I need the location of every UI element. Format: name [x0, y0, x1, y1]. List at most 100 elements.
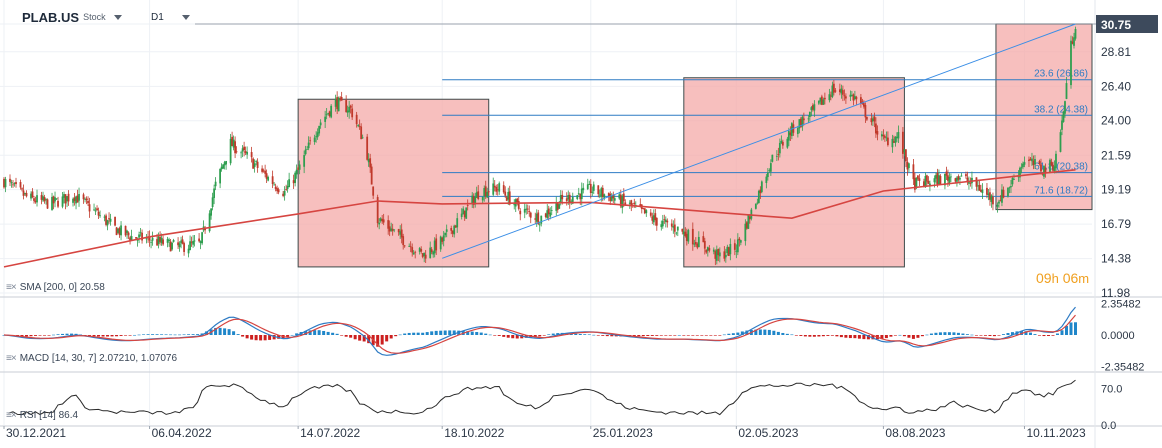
- chevron-down-icon[interactable]: [181, 14, 190, 20]
- candle-body: [304, 149, 307, 155]
- candle-body: [156, 239, 158, 246]
- macd-histogram-bar: [92, 335, 96, 337]
- candle-body: [432, 251, 435, 255]
- candle-body: [902, 131, 904, 154]
- candle-body: [622, 193, 625, 202]
- candle-body: [1050, 161, 1053, 166]
- macd-histogram-bar: [1037, 335, 1041, 336]
- candle-body: [957, 176, 960, 180]
- macd-histogram-bar: [344, 335, 348, 337]
- candle-body: [358, 125, 361, 127]
- x-tick-label: 30.12.2021: [6, 426, 66, 440]
- candle-body: [139, 232, 142, 234]
- candle-body: [138, 234, 140, 238]
- candle-body: [766, 172, 769, 178]
- macd-histogram-bar: [740, 331, 744, 335]
- macd-histogram-bar: [592, 334, 596, 336]
- candle-body: [1062, 111, 1065, 122]
- candle-body: [796, 128, 799, 134]
- candle-body: [807, 118, 810, 120]
- candle-body: [64, 194, 67, 204]
- menu-lines-icon[interactable]: ≡×: [6, 410, 17, 421]
- macd-histogram-bar: [848, 335, 852, 339]
- candle-body: [10, 182, 13, 184]
- candle-body: [718, 252, 721, 257]
- candle-body: [744, 223, 747, 242]
- macd-histogram-bar: [943, 332, 947, 335]
- macd-label: MACD [14, 30, 7]: [19, 353, 97, 364]
- candle-body: [97, 211, 100, 216]
- candle-body: [277, 189, 280, 193]
- macd-histogram-bar: [25, 335, 29, 337]
- candle-body: [30, 193, 32, 199]
- candle-body: [829, 95, 832, 97]
- candle-body: [790, 123, 793, 137]
- candle-body: [980, 189, 982, 192]
- timer-m-unit: m: [1078, 271, 1090, 286]
- candle-body: [1040, 164, 1042, 172]
- candle-body: [917, 175, 919, 179]
- price-tick-label: 21.59: [1101, 148, 1131, 162]
- macd-histogram-bar: [911, 335, 915, 339]
- candle-body: [1007, 187, 1009, 197]
- macd-histogram-bar: [502, 335, 506, 337]
- macd-histogram-bar: [767, 329, 771, 335]
- candle-body: [565, 198, 568, 202]
- candle-body: [93, 209, 95, 211]
- candle-body: [484, 186, 487, 197]
- macd-histogram-bar: [277, 335, 281, 339]
- candle-body: [120, 225, 122, 236]
- candle-body: [841, 90, 844, 95]
- macd-legend[interactable]: ≡× MACD [14, 30, 7] 2.07210, 1.07076: [6, 353, 177, 364]
- macd-histogram-bar: [1006, 333, 1010, 335]
- menu-lines-icon[interactable]: ≡×: [6, 282, 17, 293]
- candle-body: [1064, 101, 1066, 114]
- candle-body: [420, 249, 423, 252]
- candle-body: [21, 188, 23, 190]
- candle-body: [519, 210, 522, 215]
- candle-body: [94, 210, 97, 212]
- candle-body: [966, 177, 969, 183]
- candle-body: [84, 198, 86, 200]
- candle-body: [735, 250, 738, 252]
- macd-histogram-bar: [358, 335, 362, 341]
- symbol-selector[interactable]: PLAB.US Stock: [22, 7, 122, 27]
- candle-body: [1071, 41, 1074, 44]
- macd-histogram-bar: [97, 335, 101, 337]
- macd-histogram-bar: [160, 334, 164, 335]
- candle-body: [954, 178, 957, 182]
- macd-histogram-bar: [542, 335, 546, 336]
- macd-histogram-bar: [434, 330, 438, 335]
- macd-histogram-bar: [439, 330, 443, 335]
- macd-histogram-bar: [956, 332, 960, 335]
- macd-histogram-bar: [889, 335, 893, 337]
- fib-level-label: 71.6 (18.72): [1034, 185, 1088, 196]
- macd-histogram-bar: [313, 330, 317, 335]
- macd-histogram-bar: [110, 335, 114, 337]
- candle-body: [187, 248, 190, 254]
- sma-value: 20.58: [79, 282, 105, 293]
- macd-histogram-bar: [709, 335, 713, 336]
- chevron-down-icon[interactable]: [113, 14, 122, 20]
- candle-body: [378, 222, 381, 225]
- x-tick-label: 10.11.2023: [1026, 426, 1085, 440]
- macd-values: 2.07210, 1.07076: [99, 353, 178, 364]
- candle-body: [832, 83, 835, 93]
- menu-lines-icon[interactable]: ≡×: [6, 353, 17, 364]
- candle-body: [517, 200, 520, 209]
- candle-body: [1029, 158, 1032, 161]
- rsi-legend[interactable]: ≡× RSI [14] 86.4: [6, 410, 78, 421]
- macd-histogram-bar: [484, 333, 488, 335]
- macd-histogram-bar: [610, 335, 614, 337]
- sma-200-line: [3, 169, 1076, 268]
- candle-body: [450, 228, 453, 231]
- candle-body: [894, 136, 897, 143]
- macd-histogram-bar: [574, 333, 578, 335]
- timeframe-label: D1: [151, 11, 164, 23]
- candle-body: [208, 213, 211, 232]
- candle-body: [780, 140, 783, 144]
- sma-legend[interactable]: ≡× SMA [200, 0] 20.58: [6, 282, 105, 293]
- timeframe-selector[interactable]: D1: [151, 7, 190, 27]
- macd-histogram-bar: [835, 335, 839, 337]
